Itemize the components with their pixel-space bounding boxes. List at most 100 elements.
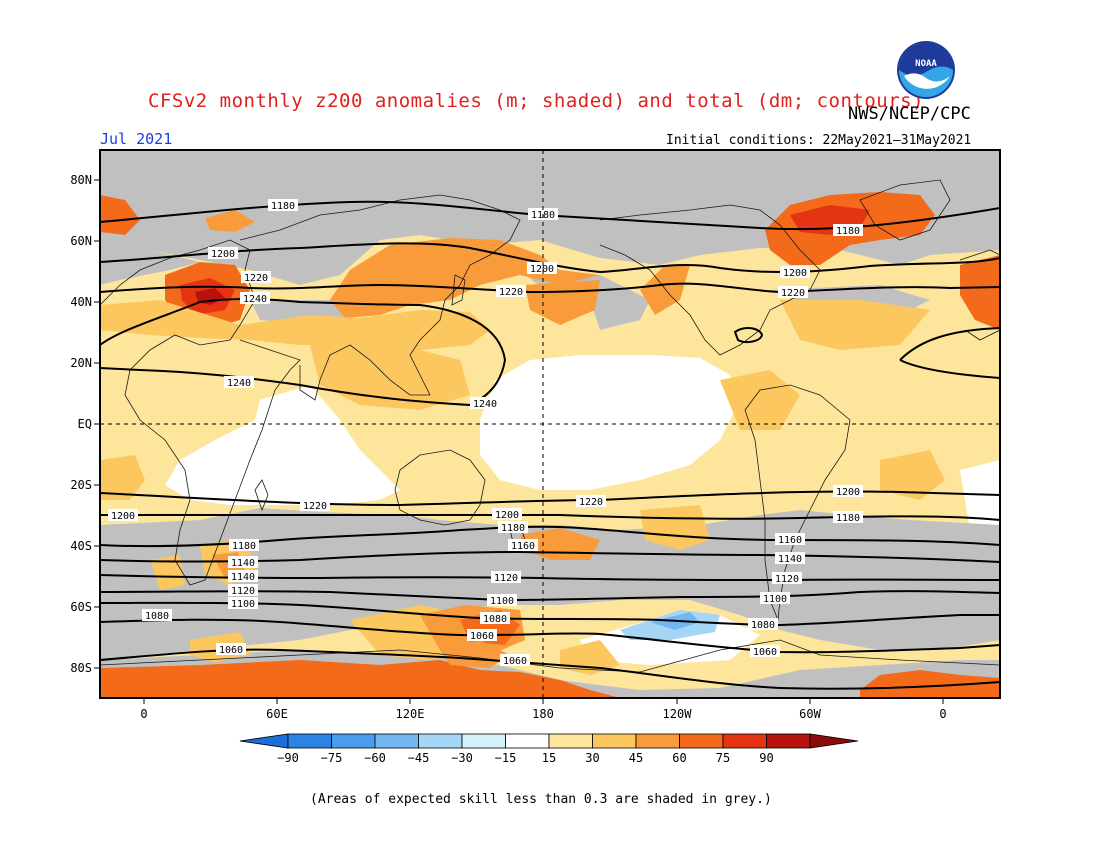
colorbar-tick-label: −90 [277,751,299,765]
initial-conditions: Initial conditions: 22May2021–31May2021 [666,133,972,148]
svg-text:1180: 1180 [501,523,525,534]
svg-text:1180: 1180 [232,541,256,552]
svg-text:1160: 1160 [778,535,802,546]
contour-label: 1140 [228,556,258,569]
colorbar-swatch [766,733,811,749]
svg-text:1120: 1120 [775,574,799,585]
contour-label: 1060 [467,629,497,642]
contour-label: 1240 [240,292,270,305]
svg-text:1060: 1060 [503,656,527,667]
contour-label: 1080 [480,612,510,625]
contour-label: 1200 [108,509,138,522]
colorbar-swatch [287,733,332,749]
coastline-asia [239,194,521,401]
orange-anomaly-nam [640,265,690,315]
contour-label: 1160 [775,533,805,546]
colorbar-tick-label: −60 [364,751,386,765]
contour-1240-gulf [733,327,764,344]
svg-text:1220: 1220 [781,288,805,299]
coastline-madagascar [254,479,269,512]
colorbar-tick-label: −75 [321,751,343,765]
lat-label: 40S [70,539,92,553]
lon-label: 60E [266,707,288,721]
contour-1100-south [100,601,1000,627]
contour-label: 1220 [496,285,526,298]
contour-label: 1160 [508,539,538,552]
colorbar: −90 −75 −60 −45 −30 −15 15 30 45 60 75 90 [239,733,859,765]
colorbar-swatch [505,733,550,749]
colorbar-tick-label: −45 [408,751,430,765]
contour-1200-south [100,513,1000,521]
colorbar-swatch [592,733,637,749]
colorbar-swatch [635,733,680,749]
contour-label: 1180 [833,511,863,524]
coastlines [100,179,1000,673]
colorbar-swatch [374,733,419,749]
svg-text:1200: 1200 [495,510,519,521]
lon-label: 60W [799,707,821,721]
contour-label: 1100 [487,594,517,607]
coastline-northamerica [599,204,821,356]
contour-label: 1240 [224,376,254,389]
colorbar-swatch [418,733,463,749]
contour-label: 1080 [142,609,172,622]
lon-label: 120W [663,707,693,721]
latitude-axis: 80N 60N 40N 20N EQ 20S 40S 60S 80S [70,173,100,675]
contour-label: 1220 [241,271,271,284]
lightorange-anomaly-satl [880,450,945,500]
colorbar-tick-label: 30 [585,751,599,765]
contour-label: 1200 [492,508,522,521]
lightorange-anomaly-safrica [100,455,145,500]
svg-text:1100: 1100 [231,599,255,610]
svg-text:1120: 1120 [231,586,255,597]
coastline-australia [394,449,486,526]
svg-text:1180: 1180 [836,513,860,524]
svg-text:1140: 1140 [231,558,255,569]
contour-label: 1060 [750,645,780,658]
svg-text:1100: 1100 [490,596,514,607]
colorbar-tick-label: −15 [495,751,517,765]
svg-text:1180: 1180 [271,201,295,212]
svg-text:1160: 1160 [511,541,535,552]
svg-text:1220: 1220 [579,497,603,508]
noaa-logo-text: NOAA [915,59,937,69]
lat-label: 60N [70,234,92,248]
contour-1240-east-lower [899,359,1000,379]
contour-label: 1200 [780,266,810,279]
lat-label: EQ [78,417,92,431]
contour-label: 1180 [268,199,298,212]
contour-label: 1200 [833,485,863,498]
contour-label: 1180 [229,539,259,552]
svg-text:1100: 1100 [763,594,787,605]
contour-1200-north [100,242,1000,274]
contour-label: 1080 [748,618,778,631]
colorbar-tick-label: 45 [629,751,643,765]
svg-text:1080: 1080 [145,611,169,622]
coastline-japan [451,274,466,306]
coastline-europe-east [959,249,1000,341]
contour-1220-south [100,490,1000,507]
white-anomaly-indian [165,385,400,505]
contour-label: 1140 [775,552,805,565]
svg-text:1180: 1180 [836,226,860,237]
colorbar-swatch [548,733,593,749]
contour-1240-north [100,298,507,407]
colorbar-tick-label: 60 [672,751,686,765]
coastline-antarctica [100,639,1000,673]
svg-text:1220: 1220 [499,287,523,298]
contour-label: 1120 [228,584,258,597]
red-anomaly-antarctic [100,660,620,698]
svg-text:1220: 1220 [303,501,327,512]
colorbar-arrow-left [239,733,289,749]
lat-label: 80S [70,661,92,675]
contour-1240-east [899,327,1000,361]
svg-text:1140: 1140 [778,554,802,565]
lightorange-anomaly-sw [150,555,185,590]
lon-label: 0 [939,707,946,721]
lon-label: 180 [532,707,554,721]
noaa-logo-icon: NOAA [897,41,955,99]
contour-label: 1140 [228,570,258,583]
colorbar-tick-label: 15 [542,751,556,765]
lightorange-anomaly-ntrop [100,300,490,350]
